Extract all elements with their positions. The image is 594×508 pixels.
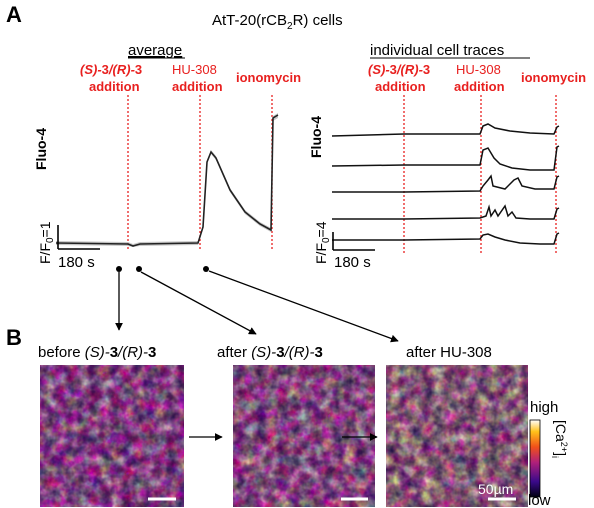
cell-trace-1: [331, 123, 560, 137]
right-heading: individual cell traces: [370, 42, 504, 59]
timepoint-dot-2: [136, 266, 142, 272]
image-3-caption: after HU-308: [406, 344, 492, 361]
right-event-2-sub: addition: [454, 79, 505, 94]
left-event-1-sub: addition: [89, 79, 140, 94]
colorbar-high: high: [530, 399, 558, 416]
left-event-3-label: ionomycin: [236, 70, 301, 85]
right-ylabel: Fluo-4: [308, 116, 324, 158]
scalebar-label: 50µm: [478, 481, 513, 497]
right-event-3-label: ionomycin: [521, 70, 586, 85]
cell-trace-2: [331, 145, 560, 171]
right-event-2-label: HU-308: [456, 62, 501, 77]
image-1-caption: before (S)-3/(R)-3: [38, 344, 156, 361]
left-event-2-label: HU-308: [172, 62, 217, 77]
right-scale-x-label: 180 s: [334, 254, 371, 271]
panel-a-letter: A: [6, 2, 22, 27]
image-2-fluorescence: [233, 365, 375, 507]
image-3-fluorescence: [386, 365, 528, 507]
arrow-to-image-2: [140, 271, 257, 335]
average-trace-band: [56, 113, 278, 247]
left-event-1-label: (S)-3/(R)-3: [80, 62, 142, 77]
right-event-1-label: (S)-3/(R)-3: [368, 62, 430, 77]
left-heading: average: [128, 42, 182, 59]
right-scale-y-label: F/F0=4: [313, 221, 332, 264]
cell-trace-5: [332, 232, 560, 245]
calcium-colorbar: [529, 419, 541, 498]
image-2-caption: after (S)-3/(R)-3: [217, 344, 323, 361]
panel-b-letter: B: [6, 325, 22, 350]
average-trace: [55, 114, 279, 247]
colorbar-label: [Ca2+]i: [550, 420, 569, 458]
right-event-1-sub: addition: [375, 79, 426, 94]
image-1-fluorescence: [40, 365, 184, 507]
timepoint-dot-3: [203, 266, 209, 272]
left-scale-y-label: F/F0=1: [37, 221, 56, 264]
cell-trace-3: [332, 174, 560, 193]
colorbar-low: low: [528, 492, 551, 508]
cell-trace-4: [332, 204, 560, 220]
left-scale-x-label: 180 s: [58, 254, 95, 271]
left-event-2-sub: addition: [172, 79, 223, 94]
timepoint-dot-1: [116, 266, 122, 272]
panel-a-title: AtT-20(rCB2R) cells: [212, 12, 343, 32]
left-ylabel: Fluo-4: [33, 128, 49, 170]
arrow-to-image-3: [208, 270, 399, 343]
